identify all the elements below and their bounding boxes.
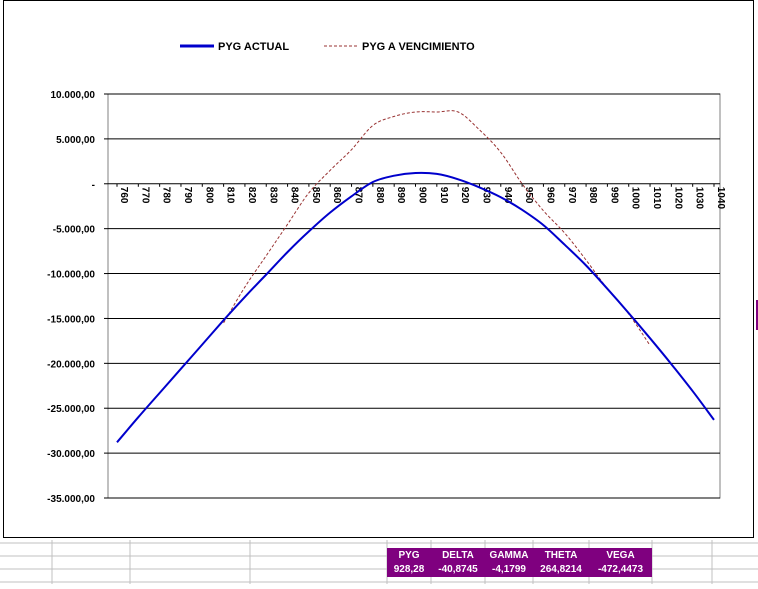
x-tick-label: 1030: [694, 187, 705, 210]
x-tick-label: 1000: [630, 187, 641, 210]
series-line-pyg-vencimiento: [223, 110, 651, 346]
x-tick-label: 950: [523, 187, 534, 204]
stat-value-delta: -40,8745: [438, 564, 478, 575]
x-tick-label: 920: [459, 187, 470, 204]
x-tick-label: 800: [203, 187, 214, 204]
stat-value-pyg: 928,28: [393, 564, 425, 575]
x-tick-label: 900: [417, 187, 428, 204]
x-tick-label: 1010: [651, 187, 662, 210]
x-tick-label: 880: [374, 187, 385, 204]
stat-label-pyg: PYG: [398, 550, 420, 561]
x-tick-label: 910: [438, 187, 449, 204]
legend: PYG ACTUAL PYG A VENCIMIENTO: [180, 41, 475, 53]
y-tick-label: -15.000,00: [47, 314, 95, 325]
x-tick-label: 870: [353, 187, 364, 204]
plot-area: [107, 93, 721, 499]
x-tick-label: 960: [544, 187, 555, 204]
x-tick-label: 770: [139, 187, 150, 204]
pnl-chart: PYG ACTUAL PYG A VENCIMIENTO 10.000,00 5.00…: [47, 41, 726, 505]
y-tick-label: 5.000,00: [56, 135, 95, 146]
x-tick-label: 780: [161, 187, 172, 204]
stat-label-delta: DELTA: [442, 550, 474, 561]
stat-value-gamma: -4,1799: [492, 564, 526, 575]
x-tick-label: 980: [587, 187, 598, 204]
y-tick-label: -5.000,00: [53, 225, 96, 236]
stat-label-vega: VEGA: [606, 550, 635, 561]
stat-label-theta: THETA: [544, 550, 578, 561]
x-tick-label: 930: [480, 187, 491, 204]
x-tick-label: 970: [566, 187, 577, 204]
y-tick-label: 10.000,00: [51, 90, 96, 101]
greeks-panel: PYG DELTA GAMMA THETA VEGA 928,28 -40,87…: [387, 548, 652, 577]
x-tick-label: 760: [118, 187, 129, 204]
x-tick-label: 850: [310, 187, 321, 204]
x-tick-label: 940: [502, 187, 513, 204]
legend-label-pyg-actual: PYG ACTUAL: [218, 41, 289, 53]
y-tick-label: -20.000,00: [47, 359, 95, 370]
x-tick-label: 820: [246, 187, 257, 204]
x-tick-label: 840: [289, 187, 300, 204]
x-tick-label: 890: [395, 187, 406, 204]
x-tick-label: 1040: [715, 187, 726, 210]
y-tick-label: -25.000,00: [47, 404, 95, 415]
legend-label-pyg-vencimiento: PYG A VENCIMIENTO: [362, 41, 475, 53]
chart-frame[interactable]: PYG ACTUAL PYG A VENCIMIENTO 10.000,00 5.00…: [3, 0, 754, 538]
stat-value-theta: 264,8214: [540, 564, 582, 575]
y-tick-label: -30.000,00: [47, 449, 95, 460]
y-tick-label: -: [92, 180, 95, 191]
x-tick-label: 790: [182, 187, 193, 204]
y-tick-label: -35.000,00: [47, 494, 95, 505]
x-tick-label: 860: [331, 187, 342, 204]
x-tick-label: 830: [267, 187, 278, 204]
x-tick-label: 1020: [672, 187, 683, 210]
stat-value-vega: -472,4473: [597, 564, 644, 575]
series-line-pyg-actual: [116, 171, 715, 443]
y-tick-label: -10.000,00: [47, 270, 95, 281]
x-tick-label: 810: [225, 187, 236, 204]
stat-label-gamma: GAMMA: [489, 550, 529, 561]
x-tick-label: 990: [608, 187, 619, 204]
